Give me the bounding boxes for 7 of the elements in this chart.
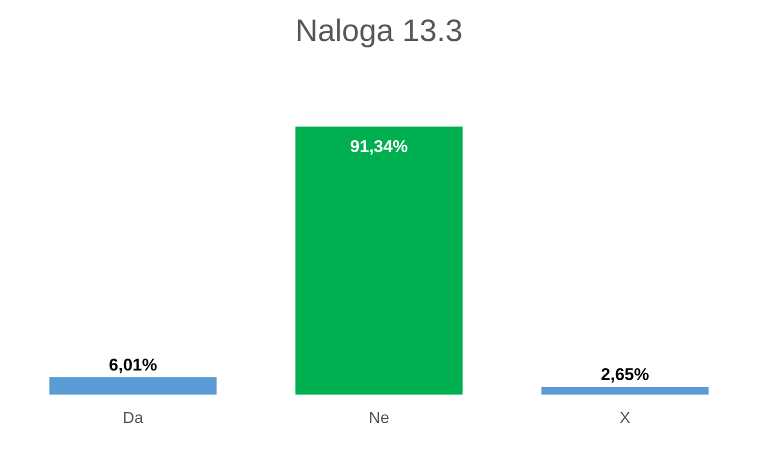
chart-title: Naloga 13.3 <box>295 13 463 48</box>
x-tick-label: Ne <box>368 410 390 427</box>
data-label: 91,34% <box>350 136 408 156</box>
x-tick-label: Da <box>122 410 144 427</box>
data-label: 6,01% <box>108 355 158 374</box>
x-tick-label: X <box>620 410 631 427</box>
data-label: 2,65% <box>600 365 650 384</box>
